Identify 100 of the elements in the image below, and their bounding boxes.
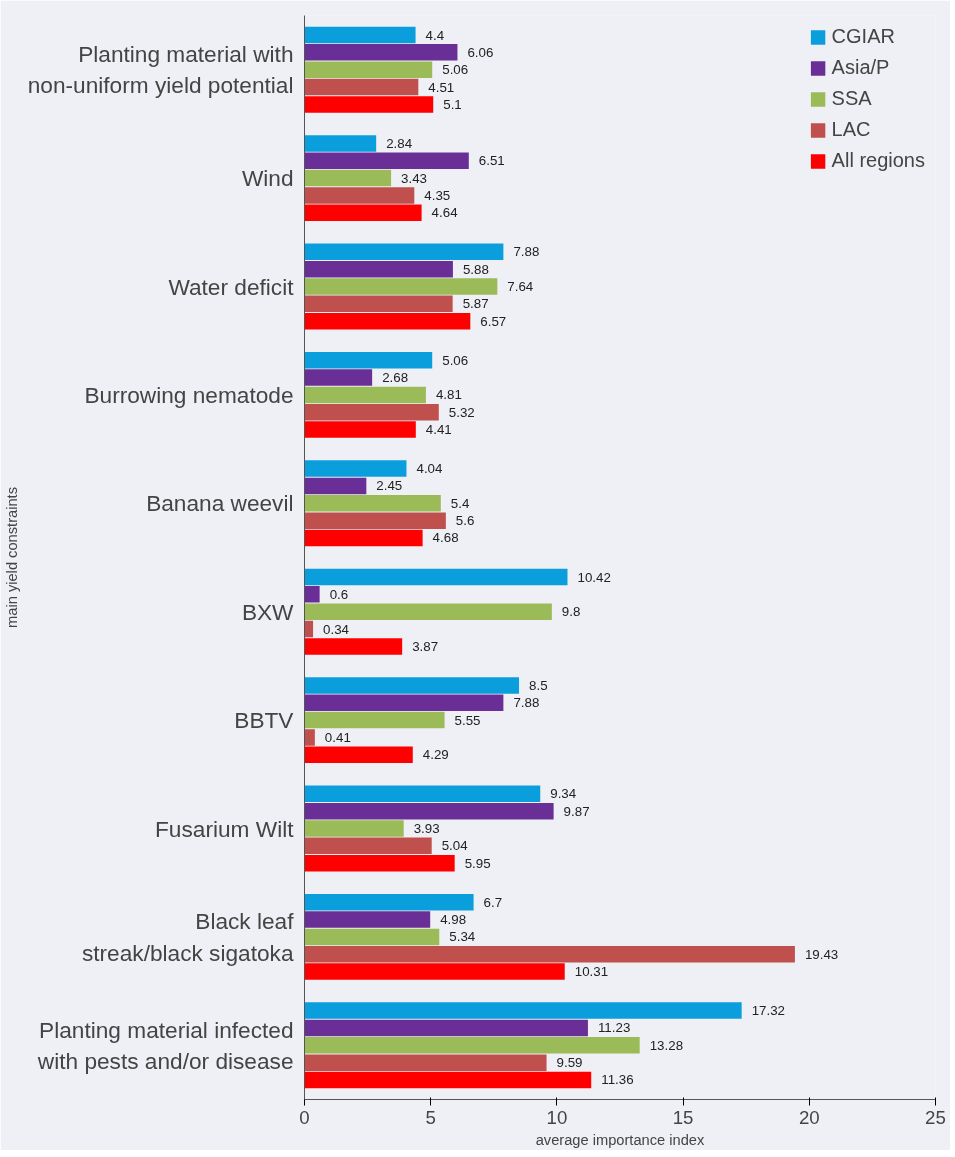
data-label: 3.93 xyxy=(413,821,440,836)
data-label: 6.57 xyxy=(480,313,507,329)
bar xyxy=(304,586,320,603)
x-tick-label: 15 xyxy=(672,1106,694,1128)
bar xyxy=(304,460,407,477)
bar xyxy=(304,620,314,638)
data-label: 0.41 xyxy=(324,729,351,745)
bar xyxy=(304,404,439,421)
bar xyxy=(304,946,795,963)
bar xyxy=(304,529,423,547)
legend-label: LAC xyxy=(831,118,871,141)
x-tick-label: 10 xyxy=(546,1106,568,1128)
bar xyxy=(304,135,377,152)
bar xyxy=(304,1002,742,1019)
data-label: 9.34 xyxy=(550,786,577,802)
bar xyxy=(304,512,446,529)
data-label: 13.28 xyxy=(649,1037,684,1053)
data-label: 10.31 xyxy=(574,964,609,980)
bar xyxy=(304,386,426,404)
data-label: 4.41 xyxy=(425,422,452,438)
bar xyxy=(304,1071,592,1089)
data-label: 9.8 xyxy=(561,604,581,620)
y-axis-title: main yield constraints xyxy=(3,487,20,628)
data-label: 5.1 xyxy=(443,96,462,112)
bar xyxy=(304,1019,588,1037)
bar xyxy=(304,495,441,512)
data-label: 8.5 xyxy=(529,677,548,693)
bar xyxy=(304,260,453,278)
data-label: 4.29 xyxy=(422,747,449,763)
bar xyxy=(304,928,440,946)
bar xyxy=(304,44,458,61)
bar xyxy=(304,187,415,204)
bar xyxy=(304,746,413,764)
data-label: 5.06 xyxy=(442,352,469,368)
y-tick-label: Planting material with non-uniform yield potential xyxy=(27,41,294,99)
data-label: 4.98 xyxy=(440,912,467,928)
legend-label: All regions xyxy=(831,149,925,172)
data-label: 6.06 xyxy=(467,44,494,60)
data-label: 7.64 xyxy=(507,279,534,294)
data-label: 17.32 xyxy=(751,1003,786,1019)
bar xyxy=(304,785,541,803)
bar xyxy=(304,169,392,187)
bar xyxy=(304,711,445,729)
bar xyxy=(304,78,419,96)
data-label: 5.32 xyxy=(448,404,475,420)
data-label: 4.51 xyxy=(428,79,455,95)
bar xyxy=(304,638,403,655)
bar xyxy=(304,854,455,872)
bar xyxy=(304,1054,547,1071)
bar xyxy=(304,421,416,438)
data-label: 7.88 xyxy=(513,244,540,260)
y-tick-label: Planting material infected with pests and/or disease xyxy=(36,1016,294,1074)
legend-label: SSA xyxy=(831,87,872,110)
x-tick-label: 5 xyxy=(425,1106,436,1128)
data-label: 5.87 xyxy=(462,296,489,312)
legend-label: Asia/P xyxy=(831,56,890,79)
bar xyxy=(304,568,568,586)
bar xyxy=(304,802,554,820)
y-tick-label: Wind xyxy=(241,165,294,192)
data-label: 0.6 xyxy=(329,586,349,602)
data-label: 6.51 xyxy=(478,153,505,169)
data-label: 9.59 xyxy=(556,1055,583,1071)
bar xyxy=(304,694,504,711)
y-tick-label: BXW xyxy=(241,598,295,625)
y-tick-label: Fusarium Wilt xyxy=(155,815,295,842)
bar xyxy=(304,312,471,330)
bar xyxy=(304,1037,640,1054)
data-label: 10.42 xyxy=(577,569,611,585)
data-label: 4.4 xyxy=(425,27,445,43)
data-label: 2.45 xyxy=(376,478,403,494)
bar xyxy=(304,677,520,694)
x-tick-label: 25 xyxy=(925,1106,946,1128)
bar xyxy=(304,911,431,928)
bar xyxy=(304,243,504,261)
data-label: 19.43 xyxy=(804,946,839,962)
x-tick-label: 20 xyxy=(798,1106,820,1128)
x-tick-label: 0 xyxy=(299,1106,310,1128)
data-label: 5.55 xyxy=(454,712,481,728)
bar xyxy=(304,893,474,911)
data-label: 2.84 xyxy=(386,135,413,151)
y-tick-label: Banana weevil xyxy=(146,490,294,517)
data-label: 7.88 xyxy=(513,695,540,711)
bar xyxy=(304,278,498,295)
data-label: 6.7 xyxy=(483,894,503,910)
data-label: 5.06 xyxy=(442,62,469,78)
data-label: 4.68 xyxy=(432,530,459,546)
bar xyxy=(304,477,367,495)
data-label: 4.04 xyxy=(416,461,443,477)
bar xyxy=(304,61,433,78)
data-label: 11.36 xyxy=(601,1072,634,1088)
bar xyxy=(304,295,453,313)
y-tick-label: Black leaf streak/black sigatoka xyxy=(81,908,295,966)
data-label: 5.6 xyxy=(455,513,475,529)
bar xyxy=(304,26,416,44)
data-label: 5.88 xyxy=(462,261,489,277)
bar xyxy=(304,369,373,386)
data-label: 9.87 xyxy=(563,803,590,819)
y-tick-label: BBTV xyxy=(234,707,295,734)
data-label: 5.95 xyxy=(464,855,491,871)
data-label: 4.64 xyxy=(431,205,459,221)
